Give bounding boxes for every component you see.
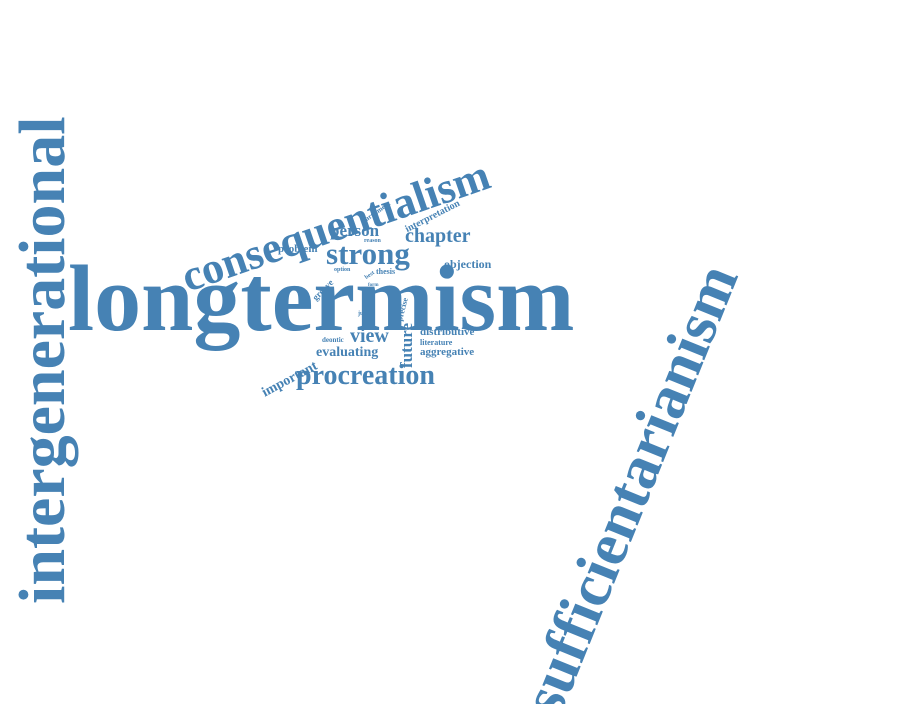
word-evaluating: evaluating [316,345,379,360]
word-form: form [368,283,379,288]
word-longtermism: longtermism [68,247,575,351]
word-intergenerational: intergenerational [6,116,79,604]
word-option: option [334,267,351,273]
word-strong: strong [326,236,410,271]
word-objection: objection [444,257,492,271]
word-chapter: chapter [405,225,471,247]
word-literature: literature [420,338,453,347]
word-aggregative: aggregative [420,346,475,358]
word-distributive: distributive [420,326,475,338]
word-procreation: procreation [296,360,435,391]
word-problem: problem [278,243,318,255]
word-justice: justice [358,311,375,317]
word-reason: reason [364,238,381,244]
word-deontic: deontic [322,336,344,344]
word-view: view [350,325,389,347]
word-thesis: thesis [376,267,396,276]
word-many: many [362,304,374,309]
word-person: person [330,221,380,240]
word-future: future [397,322,416,368]
